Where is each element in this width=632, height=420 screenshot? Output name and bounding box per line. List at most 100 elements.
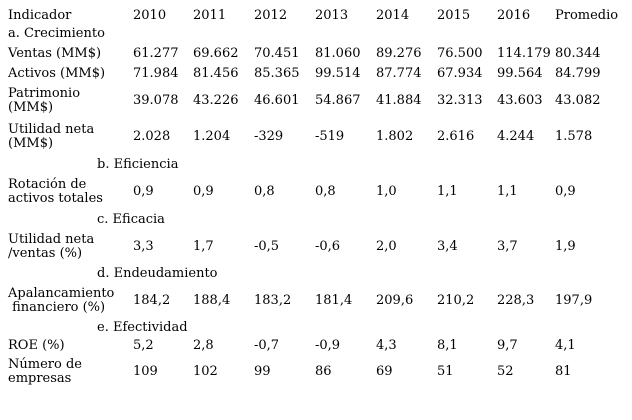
table-row: Patrimonio (MM$) 39.078 43.226 46.601 54.867… [8, 83, 624, 119]
row-label: Activos (MM$) [8, 65, 106, 81]
table-header-row: Indicador 2010 2011 2012 2013 2014 2015 2016 Pro… [8, 8, 624, 24]
cell-value: 43.082 [555, 93, 601, 108]
cell-value: 9,7 [497, 338, 518, 353]
cell-value: -0,7 [254, 338, 280, 353]
cell-value: 0,9 [193, 184, 214, 199]
row-label: ROE (%) [8, 338, 65, 353]
cell-value: 69 [376, 364, 393, 379]
cell-value: 5,2 [133, 338, 154, 353]
row-label: Patrimonio (MM$) [8, 86, 81, 115]
cell-value: 43.226 [193, 93, 239, 108]
cell-value: 4,1 [555, 338, 576, 353]
cell-value: 3,4 [437, 238, 458, 254]
cell-value: 2.616 [437, 129, 475, 144]
cell-value: 85.365 [254, 65, 300, 81]
cell-value: 0,9 [555, 184, 576, 199]
row-label: Rotación de activos totales [8, 177, 103, 206]
cell-value: 183,2 [254, 293, 292, 308]
cell-value: 188,4 [193, 293, 231, 308]
section-label: d. Endeudamiento [97, 265, 218, 281]
cell-value: 80.344 [555, 46, 601, 61]
cell-value: 81.060 [315, 46, 361, 61]
cell-value: 1,9 [555, 238, 576, 254]
cell-value: 2,8 [193, 338, 214, 353]
cell-value: 1,7 [193, 238, 214, 254]
cell-value: 84.799 [555, 65, 601, 81]
cell-value: 2,0 [376, 238, 397, 254]
table-row: Apalancamiento financiero (%) 184,2 188,4 1… [8, 284, 624, 318]
row-label: Utilidad neta /ventas (%) [8, 231, 95, 261]
cell-value: 32.313 [437, 93, 483, 108]
column-header-2015: 2015 [437, 8, 471, 23]
cell-value: 1,1 [437, 184, 458, 199]
cell-value: 114.179 [497, 46, 551, 61]
cell-value: 69.662 [193, 46, 239, 61]
cell-value: 3,3 [133, 238, 154, 254]
cell-value: 46.601 [254, 93, 300, 108]
row-label: Ventas (MM$) [8, 46, 102, 61]
cell-value: -519 [315, 129, 345, 144]
cell-value: 197,9 [555, 293, 593, 308]
cell-value: 54.867 [315, 93, 361, 108]
cell-value: 71.984 [133, 65, 179, 81]
column-header-2014: 2014 [376, 8, 410, 23]
table-body: a. Crecimiento Ventas (MM$) 61.277 69.662 70… [8, 24, 624, 389]
section-row: c. Eficacia [8, 209, 624, 230]
financial-indicators-table: Indicador 2010 2011 2012 2013 2014 2015 2016 Pro… [8, 8, 624, 389]
cell-value: 3,7 [497, 238, 518, 254]
table-row: Utilidad neta /ventas (%) 3,3 1,7 -0,5 -0,6 2… [8, 230, 624, 263]
cell-value: 99 [254, 364, 271, 379]
cell-value: 39.078 [133, 93, 179, 108]
cell-value: 4,3 [376, 338, 397, 353]
cell-value: 0,8 [315, 184, 336, 199]
column-header-promedio: Promedio [555, 8, 619, 23]
cell-value: 67.934 [437, 65, 483, 81]
cell-value: 210,2 [437, 293, 475, 308]
section-label: b. Eficiencia [97, 157, 179, 172]
column-header-2011: 2011 [193, 8, 227, 23]
cell-value: 86 [315, 364, 332, 379]
column-header-2010: 2010 [133, 8, 167, 23]
cell-value: 1.204 [193, 129, 231, 144]
cell-value: 61.277 [133, 46, 179, 61]
column-header-2016: 2016 [497, 8, 531, 23]
row-label: Utilidad neta (MM$) [8, 122, 95, 151]
cell-value: 1.802 [376, 129, 414, 144]
table-row: ROE (%) 5,2 2,8 -0,7 -0,9 4,3 8,1 9,7 4,1 [8, 337, 624, 355]
cell-value: 0,8 [254, 184, 275, 199]
cell-value: 81 [555, 364, 572, 379]
cell-value: 43.603 [497, 93, 543, 108]
cell-value: 228,3 [497, 293, 535, 308]
cell-value: 51 [437, 364, 454, 379]
cell-value: 0,9 [133, 184, 154, 199]
cell-value: 4.244 [497, 129, 535, 144]
section-row: b. Eficiencia [8, 155, 624, 175]
table-row: Utilidad neta (MM$) 2.028 1.204 -329 -519 1.8… [8, 119, 624, 155]
cell-value: 99.514 [315, 65, 361, 81]
column-header-2012: 2012 [254, 8, 288, 23]
cell-value: 76.500 [437, 46, 483, 61]
cell-value: 1.578 [555, 129, 593, 144]
section-row: d. Endeudamiento [8, 263, 624, 284]
row-label: Apalancamiento financiero (%) [8, 286, 115, 315]
column-header-indicator: Indicador [8, 8, 72, 23]
cell-value: 102 [193, 364, 218, 379]
cell-value: 70.451 [254, 46, 300, 61]
cell-value: 109 [133, 364, 158, 379]
cell-value: 8,1 [437, 338, 458, 353]
section-row: e. Efectividad [8, 318, 624, 337]
cell-value: -0,9 [315, 338, 341, 353]
cell-value: 41.884 [376, 93, 422, 108]
cell-value: 181,4 [315, 293, 353, 308]
section-row: a. Crecimiento [8, 24, 624, 44]
section-label: c. Eficacia [97, 211, 165, 227]
cell-value: 99.564 [497, 65, 543, 81]
cell-value: 89.276 [376, 46, 422, 61]
table-row: Ventas (MM$) 61.277 69.662 70.451 81.060 89.2… [8, 44, 624, 64]
cell-value: -0,6 [315, 238, 341, 254]
cell-value: 1,1 [497, 184, 518, 199]
cell-value: 1,0 [376, 184, 397, 199]
column-header-2013: 2013 [315, 8, 349, 23]
table-row: Número de empresas 109 102 99 86 69 51 52 81 [8, 355, 624, 389]
table-row: Activos (MM$) 71.984 81.456 85.365 99.514 87.… [8, 64, 624, 83]
